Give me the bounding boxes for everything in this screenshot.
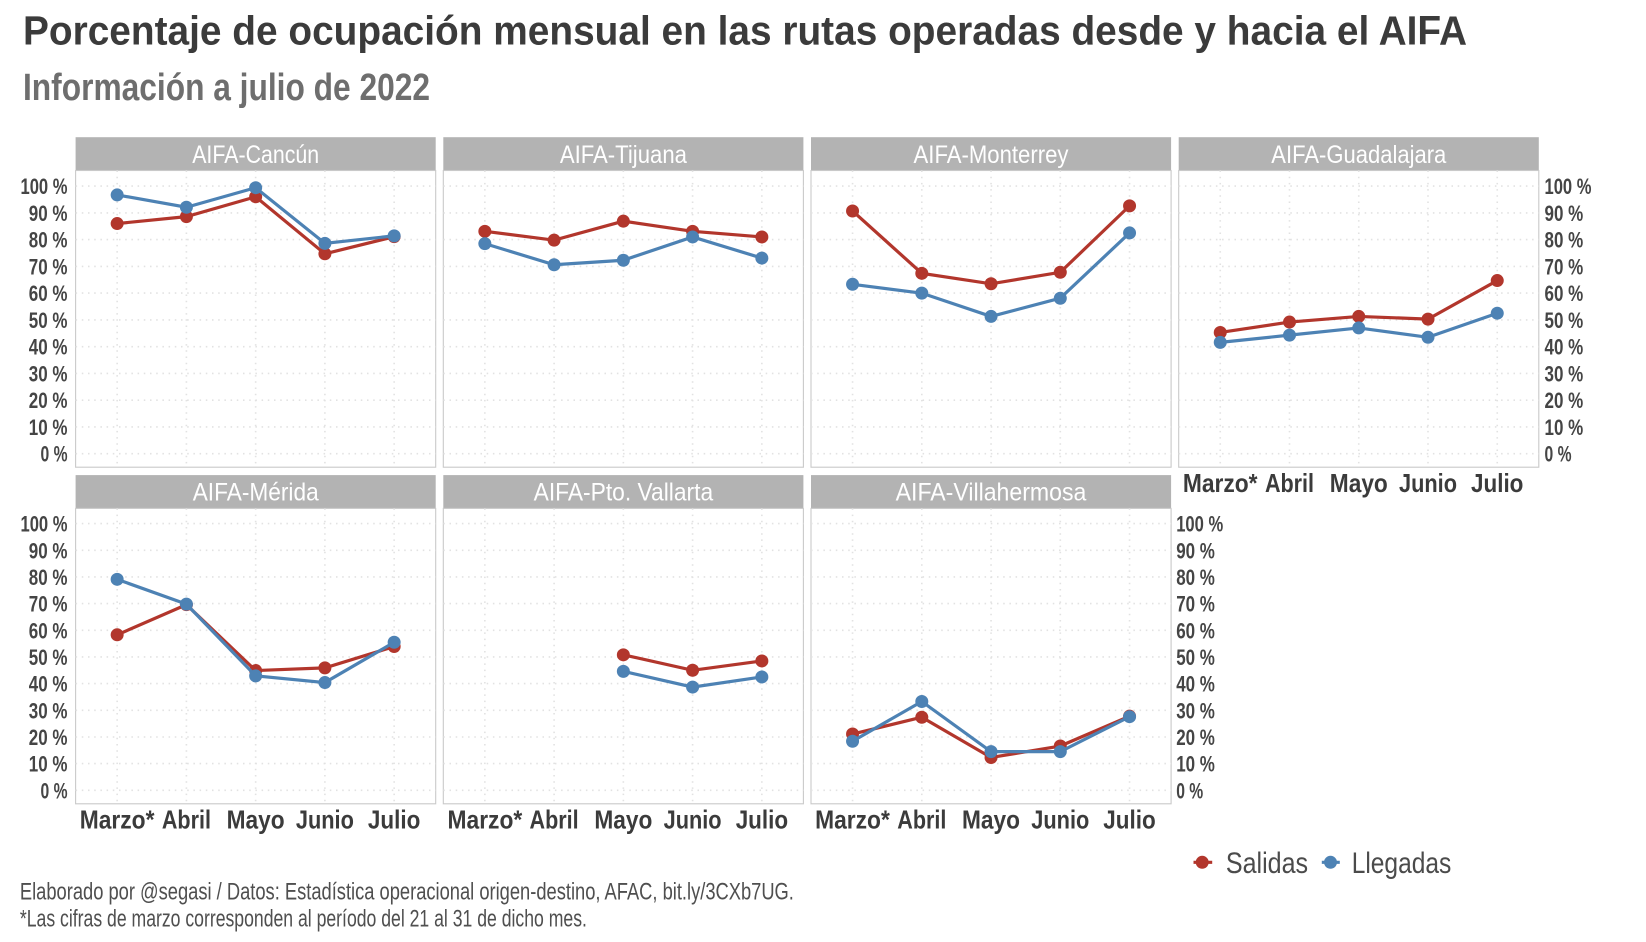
svg-text:100 %: 100 %: [21, 512, 68, 537]
svg-text:Mayo: Mayo: [594, 804, 652, 834]
svg-text:Junio: Junio: [664, 804, 722, 834]
svg-text:30 %: 30 %: [1176, 698, 1215, 723]
svg-text:30 %: 30 %: [1545, 361, 1584, 386]
svg-text:Abril: Abril: [1265, 468, 1314, 498]
svg-text:80 %: 80 %: [29, 228, 68, 253]
svg-text:Abril: Abril: [162, 804, 211, 834]
svg-text:50 %: 50 %: [29, 308, 68, 333]
svg-text:60 %: 60 %: [29, 618, 68, 643]
svg-text:20 %: 20 %: [29, 725, 68, 750]
svg-text:AIFA-Cancún: AIFA-Cancún: [192, 141, 319, 169]
svg-text:AIFA-Pto. Vallarta: AIFA-Pto. Vallarta: [534, 479, 714, 507]
svg-text:Junio: Junio: [1399, 468, 1457, 498]
svg-text:Julio: Julio: [1471, 468, 1523, 498]
svg-text:70 %: 70 %: [29, 592, 68, 617]
svg-text:90 %: 90 %: [1545, 201, 1584, 226]
svg-text:0 %: 0 %: [41, 778, 68, 803]
svg-text:80 %: 80 %: [1545, 228, 1584, 253]
svg-text:AIFA-Tijuana: AIFA-Tijuana: [560, 141, 687, 169]
svg-text:AIFA-Monterrey: AIFA-Monterrey: [914, 141, 1069, 169]
svg-text:AIFA-Mérida: AIFA-Mérida: [193, 479, 319, 507]
svg-text:Elaborado por @segasi / Datos:: Elaborado por @segasi / Datos: Estadísti…: [20, 878, 794, 905]
svg-text:20 %: 20 %: [1176, 725, 1215, 750]
svg-text:*Las cifras de marzo correspon: *Las cifras de marzo corresponden al per…: [20, 906, 587, 933]
svg-text:Información a julio de 2022: Información a julio de 2022: [23, 67, 430, 109]
svg-text:100 %: 100 %: [1545, 174, 1592, 199]
svg-text:Julio: Julio: [368, 804, 420, 834]
svg-text:10 %: 10 %: [29, 752, 68, 777]
svg-text:Junio: Junio: [296, 804, 354, 834]
svg-text:AIFA-Villahermosa: AIFA-Villahermosa: [896, 479, 1087, 507]
svg-text:50 %: 50 %: [29, 645, 68, 670]
svg-text:50 %: 50 %: [1545, 308, 1584, 333]
svg-text:60 %: 60 %: [29, 281, 68, 306]
svg-text:60 %: 60 %: [1545, 281, 1584, 306]
svg-text:Salidas: Salidas: [1226, 847, 1308, 880]
svg-text:90 %: 90 %: [1176, 538, 1215, 563]
svg-text:100 %: 100 %: [21, 174, 68, 199]
svg-text:Junio: Junio: [1031, 804, 1089, 834]
svg-text:0 %: 0 %: [1176, 778, 1203, 803]
svg-text:Porcentaje de ocupación mensua: Porcentaje de ocupación mensual en las r…: [23, 8, 1467, 54]
svg-text:80 %: 80 %: [29, 565, 68, 590]
svg-text:0 %: 0 %: [1545, 442, 1572, 467]
svg-text:90 %: 90 %: [29, 538, 68, 563]
svg-text:0 %: 0 %: [41, 442, 68, 467]
svg-text:30 %: 30 %: [29, 698, 68, 723]
svg-text:Marzo*: Marzo*: [80, 804, 155, 834]
svg-text:Mayo: Mayo: [962, 804, 1020, 834]
svg-text:70 %: 70 %: [29, 254, 68, 279]
svg-text:Marzo*: Marzo*: [1183, 468, 1258, 498]
svg-text:Mayo: Mayo: [1330, 468, 1388, 498]
svg-text:AIFA-Guadalajara: AIFA-Guadalajara: [1271, 141, 1446, 169]
svg-text:Abril: Abril: [897, 804, 946, 834]
svg-text:20 %: 20 %: [29, 388, 68, 413]
svg-text:100 %: 100 %: [1176, 512, 1223, 537]
svg-text:Julio: Julio: [1103, 804, 1155, 834]
svg-text:40 %: 40 %: [29, 672, 68, 697]
svg-text:20 %: 20 %: [1545, 388, 1584, 413]
svg-text:60 %: 60 %: [1176, 618, 1215, 643]
svg-text:Mayo: Mayo: [227, 804, 285, 834]
svg-text:Llegadas: Llegadas: [1352, 847, 1452, 880]
svg-text:10 %: 10 %: [1176, 752, 1215, 777]
svg-text:40 %: 40 %: [1545, 335, 1584, 360]
svg-text:70 %: 70 %: [1176, 592, 1215, 617]
svg-text:40 %: 40 %: [1176, 672, 1215, 697]
svg-text:90 %: 90 %: [29, 201, 68, 226]
svg-text:10 %: 10 %: [29, 415, 68, 440]
svg-text:80 %: 80 %: [1176, 565, 1215, 590]
svg-text:Julio: Julio: [736, 804, 788, 834]
svg-text:40 %: 40 %: [29, 335, 68, 360]
svg-text:Marzo*: Marzo*: [448, 804, 523, 834]
svg-text:70 %: 70 %: [1545, 254, 1584, 279]
svg-text:Marzo*: Marzo*: [815, 804, 890, 834]
svg-text:30 %: 30 %: [29, 361, 68, 386]
svg-text:50 %: 50 %: [1176, 645, 1215, 670]
svg-text:10 %: 10 %: [1545, 415, 1584, 440]
svg-text:Abril: Abril: [530, 804, 579, 834]
